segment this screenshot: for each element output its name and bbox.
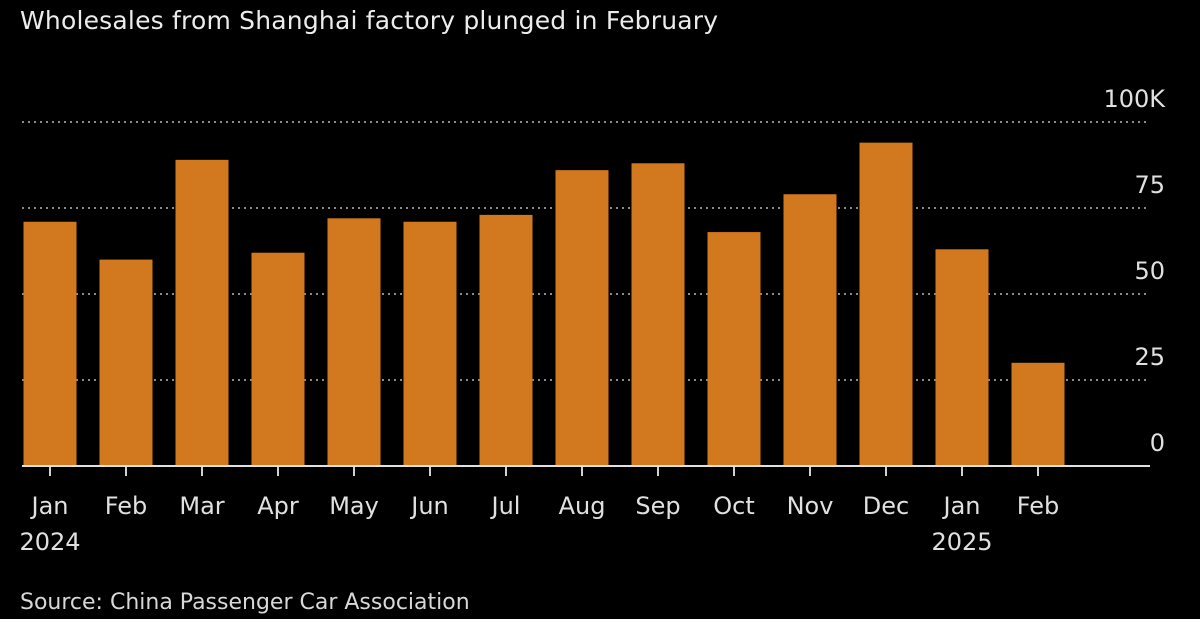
bar xyxy=(707,232,761,466)
x-tick-label: Mar xyxy=(179,492,224,520)
bar xyxy=(23,221,77,466)
bar xyxy=(783,194,837,467)
x-tick-label: Feb xyxy=(1017,492,1060,520)
x-tick-label: Sep xyxy=(635,492,680,520)
x-tick-label: Jun xyxy=(409,492,449,520)
bar xyxy=(479,214,533,466)
x-year-label: 2024 xyxy=(19,528,80,556)
x-tick-label: Aug xyxy=(559,492,606,520)
y-tick-label: 25 xyxy=(1134,343,1165,371)
bar xyxy=(631,163,685,466)
x-tick-label: Feb xyxy=(105,492,148,520)
y-tick-label: 75 xyxy=(1134,171,1165,199)
y-axis-labels: 0 25 50 75 100K xyxy=(1103,85,1166,457)
x-tick-label: Jan xyxy=(942,492,981,520)
y-tick-label: 100K xyxy=(1103,85,1166,113)
x-tick-label: Apr xyxy=(257,492,299,520)
x-axis-labels: Jan Feb Mar Apr May Jun Jul Aug Sep Oct Nov Dec Jan F… xyxy=(19,492,1059,556)
bar-chart: 0 25 50 75 100K Jan Feb Mar Apr May Jun Jul Aug Sep O… xyxy=(19,85,1166,556)
bar xyxy=(175,159,229,466)
bar xyxy=(251,252,305,466)
source-note: Source: China Passenger Car Association xyxy=(20,590,470,615)
y-tick-label: 0 xyxy=(1150,429,1165,457)
chart-title: Wholesales from Shanghai factory plunged… xyxy=(20,6,719,35)
x-tick-label: May xyxy=(329,492,379,520)
bar xyxy=(555,170,609,466)
bar xyxy=(99,259,153,466)
x-tick-label: Jan xyxy=(30,492,69,520)
bar xyxy=(327,218,381,466)
x-tick-label: Jul xyxy=(490,492,521,520)
bar xyxy=(1011,362,1065,466)
bars xyxy=(23,142,1065,467)
x-year-label: 2025 xyxy=(931,528,992,556)
x-tick-label: Nov xyxy=(787,492,834,520)
y-tick-label: 50 xyxy=(1134,257,1165,285)
x-tick-label: Dec xyxy=(863,492,909,520)
bar xyxy=(859,142,913,466)
bar xyxy=(403,221,457,466)
baseline xyxy=(22,465,1150,476)
x-tick-label: Oct xyxy=(713,492,755,520)
bar xyxy=(935,249,989,466)
